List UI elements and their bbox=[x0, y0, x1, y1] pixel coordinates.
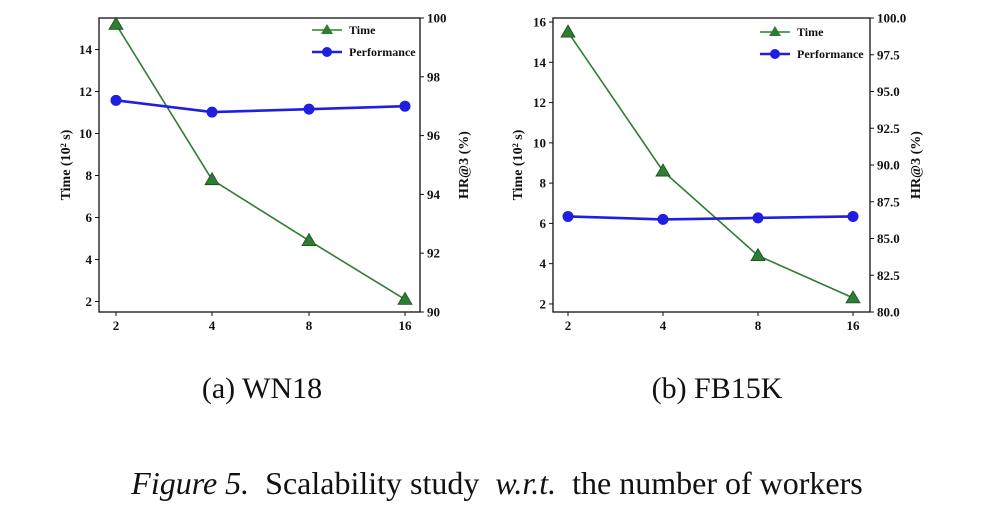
y2-tick-label: 98 bbox=[427, 69, 441, 84]
y-tick-label: 10 bbox=[533, 135, 546, 150]
y2-tick-label: 100.0 bbox=[877, 11, 906, 26]
x-tick-label: 4 bbox=[209, 318, 216, 333]
y2-tick-label: 95.0 bbox=[877, 84, 900, 99]
y2-axis-label: HR@3 (%) bbox=[909, 131, 924, 199]
plot-frame bbox=[552, 17, 871, 313]
x-tick-label: 2 bbox=[113, 318, 120, 333]
data-point-time bbox=[560, 24, 576, 38]
y2-axis-label: HR@3 (%) bbox=[457, 131, 472, 199]
y2-tick-label: 90.0 bbox=[877, 158, 900, 173]
y-tick-label: 4 bbox=[540, 256, 547, 271]
x-tick-label: 4 bbox=[660, 318, 667, 333]
data-point-performance bbox=[657, 213, 669, 225]
legend-label: Time bbox=[797, 25, 824, 39]
data-point-performance bbox=[847, 210, 859, 222]
data-point-time bbox=[108, 16, 124, 30]
y2-tick-label: 92.5 bbox=[877, 121, 900, 136]
y2-tick-label: 97.5 bbox=[877, 47, 900, 62]
y-tick-label: 2 bbox=[86, 294, 93, 309]
y-tick-label: 8 bbox=[86, 168, 93, 183]
legend-label: Performance bbox=[797, 47, 864, 61]
legend-label: Performance bbox=[349, 45, 416, 59]
subfigure-label-b: (b) FB15K bbox=[652, 372, 783, 405]
y2-tick-label: 87.5 bbox=[877, 194, 900, 209]
y2-tick-label: 90 bbox=[427, 305, 440, 320]
series-line-time bbox=[567, 31, 854, 299]
plot-frame bbox=[98, 17, 421, 313]
data-point-time bbox=[750, 247, 766, 262]
y2-tick-label: 82.5 bbox=[877, 268, 900, 283]
data-point-performance bbox=[399, 100, 411, 112]
y2-tick-label: 96 bbox=[427, 128, 441, 143]
caption-prefix: Figure 5. bbox=[130, 465, 249, 501]
y-axis-label: Time (10² s) bbox=[59, 129, 74, 200]
y-tick-label: 14 bbox=[79, 42, 93, 57]
y2-tick-label: 80.0 bbox=[877, 305, 900, 320]
y-tick-label: 6 bbox=[86, 210, 93, 225]
figure-caption: Figure 5. Scalability study w.r.t. the n… bbox=[130, 465, 862, 501]
chart-fb15k: 2 4 8 1624681012141680.082.585.087.590.092.… bbox=[511, 11, 924, 334]
data-point-time bbox=[397, 291, 413, 305]
caption-wrt: w.r.t. bbox=[495, 465, 556, 501]
caption-middle: Scalability study bbox=[265, 465, 479, 501]
caption-suffix: the number of workers bbox=[572, 465, 863, 501]
series-line-performance bbox=[115, 99, 406, 114]
data-point-performance bbox=[562, 210, 574, 222]
y2-tick-label: 100 bbox=[427, 11, 447, 26]
legend-marker bbox=[770, 49, 780, 59]
data-point-performance bbox=[303, 103, 315, 115]
y2-tick-label: 85.0 bbox=[877, 231, 900, 246]
data-point-performance bbox=[206, 106, 218, 118]
series-line-performance bbox=[567, 215, 854, 221]
data-point-time bbox=[655, 163, 671, 177]
data-point-performance bbox=[110, 94, 122, 106]
legend-label: Time bbox=[349, 23, 376, 37]
series-line-time bbox=[115, 23, 406, 301]
data-point-time bbox=[204, 171, 220, 186]
legend-marker bbox=[769, 26, 781, 36]
y-tick-label: 16 bbox=[533, 15, 547, 30]
y2-tick-label: 94 bbox=[427, 187, 441, 202]
y-tick-label: 6 bbox=[540, 216, 547, 231]
legend-marker bbox=[321, 24, 333, 34]
y2-tick-label: 92 bbox=[427, 246, 440, 261]
y-axis-label: Time (10² s) bbox=[511, 129, 526, 200]
data-point-time bbox=[845, 290, 861, 304]
y-tick-label: 12 bbox=[79, 84, 92, 99]
data-point-time bbox=[301, 232, 317, 247]
y-tick-label: 4 bbox=[86, 252, 93, 267]
y-tick-label: 12 bbox=[533, 95, 546, 110]
y-tick-label: 8 bbox=[540, 176, 547, 191]
y-tick-label: 2 bbox=[540, 296, 547, 311]
x-tick-label: 8 bbox=[306, 318, 313, 333]
subfigure-label-a: (a) WN18 bbox=[202, 372, 322, 405]
legend-marker bbox=[322, 47, 332, 57]
x-tick-label: 2 bbox=[565, 318, 572, 333]
y-tick-label: 10 bbox=[79, 126, 92, 141]
x-tick-label: 8 bbox=[755, 318, 762, 333]
y-tick-label: 14 bbox=[533, 55, 547, 70]
x-tick-label: 16 bbox=[847, 318, 861, 333]
x-tick-label: 16 bbox=[399, 318, 413, 333]
data-point-performance bbox=[752, 212, 764, 224]
